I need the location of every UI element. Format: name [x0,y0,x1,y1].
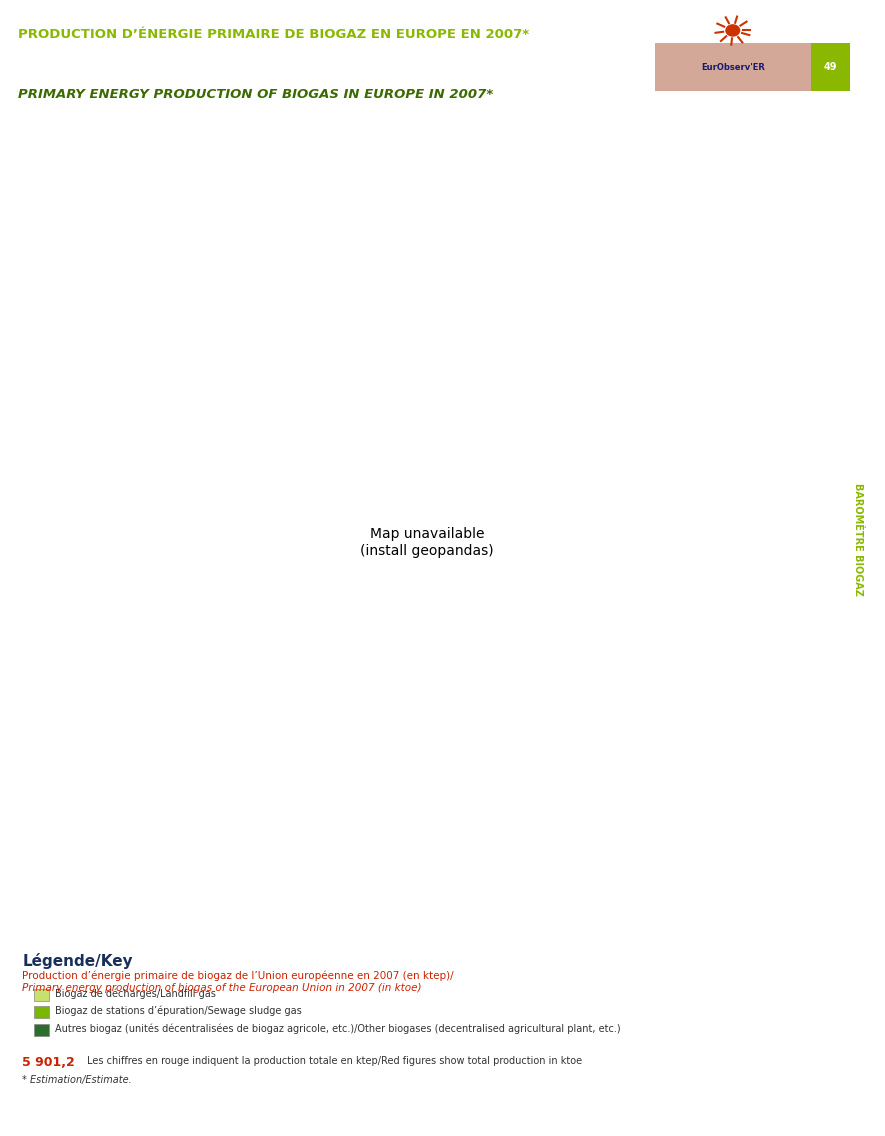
Text: BAROMÈTRE BIOGAZ: BAROMÈTRE BIOGAZ [853,483,864,596]
Text: EurObserv'ER: EurObserv'ER [701,62,765,72]
Text: Biogaz de décharges/Landfill gas: Biogaz de décharges/Landfill gas [55,988,216,999]
Text: Production d’énergie primaire de biogaz de l’Union européenne en 2007 (en ktep)/: Production d’énergie primaire de biogaz … [22,971,454,982]
Text: 5 901,2: 5 901,2 [22,1055,75,1069]
Text: 49: 49 [823,62,837,72]
Text: Les chiffres en rouge indiquent la production totale en ktep/Red figures show to: Les chiffres en rouge indiquent la produ… [88,1055,582,1066]
Bar [35,1005,50,1018]
Text: Primary energy production of biogas of the European Union in 2007 (in ktoe): Primary energy production of biogas of t… [22,983,422,993]
Text: PRIMARY ENERGY PRODUCTION OF BIOGAS IN EUROPE IN 2007*: PRIMARY ENERGY PRODUCTION OF BIOGAS IN E… [18,87,493,101]
Bar [35,988,50,1001]
Text: * Estimation/Estimate.: * Estimation/Estimate. [22,1076,132,1086]
Text: Autres biogaz (unités décentralisées de biogaz agricole, etc.)/Other biogases (d: Autres biogaz (unités décentralisées de … [55,1024,620,1034]
Text: Map unavailable
(install geopandas): Map unavailable (install geopandas) [360,527,494,558]
Text: Légende/Key: Légende/Key [22,953,133,969]
Bar [35,1024,50,1036]
Bar [655,43,811,91]
Bar [811,43,850,91]
Text: Biogaz de stations d’épuration/Sewage sludge gas: Biogaz de stations d’épuration/Sewage sl… [55,1005,302,1016]
Circle shape [726,25,740,36]
Text: PRODUCTION D’ÉNERGIE PRIMAIRE DE BIOGAZ EN EUROPE EN 2007*: PRODUCTION D’ÉNERGIE PRIMAIRE DE BIOGAZ … [18,28,529,41]
